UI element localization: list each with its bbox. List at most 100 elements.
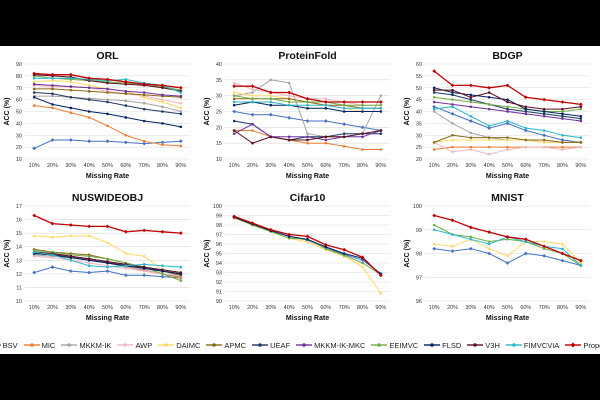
y-tick-label: 45 — [416, 98, 422, 104]
series-bsv — [232, 109, 383, 133]
series-fimvcvia — [432, 105, 583, 139]
data-point — [105, 269, 110, 274]
data-point — [123, 140, 128, 145]
data-point — [487, 126, 492, 131]
data-point — [487, 240, 491, 243]
data-point — [323, 100, 328, 104]
data-point — [469, 136, 473, 139]
data-point — [142, 263, 146, 266]
x-tick-label: 40% — [84, 305, 95, 311]
data-point — [87, 110, 91, 113]
data-point — [305, 96, 310, 101]
data-point — [324, 141, 328, 145]
series-mkkm-ik-mkc — [232, 122, 383, 142]
data-point — [432, 246, 437, 251]
data-point — [360, 100, 365, 104]
y-tick-label: 16 — [16, 218, 22, 224]
data-point — [142, 93, 146, 97]
data-point — [579, 105, 583, 109]
data-point — [361, 261, 364, 265]
data-point — [468, 246, 473, 251]
y-tick-label: 40 — [16, 121, 22, 127]
data-point — [378, 100, 383, 104]
data-point — [161, 110, 164, 113]
data-point — [487, 107, 491, 111]
legend-item-ueaf: UEAF — [252, 341, 290, 350]
data-point — [161, 105, 164, 109]
data-point — [251, 141, 254, 145]
data-point — [506, 145, 509, 149]
y-tick-label: 40 — [216, 62, 222, 68]
data-point — [560, 138, 565, 142]
data-point — [379, 148, 383, 151]
series-v3h — [432, 88, 583, 111]
x-tick-label: 40% — [484, 305, 495, 311]
y-axis-label: ACC (%) — [4, 98, 11, 126]
data-point — [142, 141, 147, 146]
data-point — [487, 85, 492, 90]
y-tick-label: 91 — [216, 290, 222, 296]
x-tick-label: 30% — [65, 163, 76, 169]
data-point — [524, 145, 528, 149]
data-point — [306, 107, 309, 110]
data-point — [524, 138, 528, 142]
data-point — [287, 115, 292, 120]
x-tick-label: 70% — [339, 305, 350, 311]
data-point — [179, 110, 183, 113]
data-point — [250, 221, 255, 225]
legend-swatch — [158, 343, 175, 347]
chart-title: Cifar10 — [290, 192, 326, 204]
data-point — [124, 99, 128, 103]
x-tick-label: 20% — [447, 305, 458, 311]
data-point — [542, 97, 547, 102]
series-flsd — [432, 86, 583, 118]
data-point — [324, 107, 328, 110]
data-point — [506, 138, 509, 142]
data-point — [561, 107, 564, 111]
data-point — [87, 254, 91, 258]
data-point — [51, 256, 54, 259]
series-line — [234, 101, 381, 112]
data-point — [451, 103, 454, 106]
data-point — [561, 117, 564, 120]
series-v3h — [232, 129, 383, 145]
data-point — [432, 213, 437, 218]
data-point — [451, 98, 454, 101]
data-point — [232, 100, 236, 104]
data-point — [542, 129, 546, 132]
data-point — [361, 107, 364, 110]
series-proposed — [32, 71, 183, 90]
data-point — [105, 224, 110, 229]
series-ueaf — [32, 91, 183, 116]
legend-label: FIMVCVIA — [523, 340, 560, 350]
series-line — [33, 214, 181, 234]
legend-swatch — [467, 343, 484, 347]
data-point — [542, 145, 546, 149]
data-point — [523, 237, 528, 242]
y-tick-label: 99 — [216, 214, 222, 220]
series-fimvcvia — [32, 250, 183, 269]
series-proposed — [432, 69, 583, 107]
data-point — [432, 88, 436, 92]
x-tick-label: 40% — [284, 305, 295, 311]
data-point — [69, 88, 73, 92]
x-tick-label: 10% — [29, 163, 40, 169]
data-point — [487, 95, 491, 99]
y-tick-label: 100 — [413, 204, 422, 210]
data-point — [542, 112, 546, 116]
data-point — [268, 227, 273, 232]
data-point — [542, 133, 547, 138]
data-point — [361, 135, 364, 139]
x-tick-label: 60% — [520, 163, 531, 169]
series-bsv — [32, 138, 183, 151]
charts-svg: ORL 10 20 30 40 50 60 70 80 90 10% 20% 30% 40% 50% 60% 7… — [4, 50, 590, 322]
data-point — [579, 264, 583, 267]
y-tick-label: 14 — [16, 245, 22, 251]
x-tick-label: 50% — [102, 163, 113, 169]
data-point — [361, 110, 364, 113]
y-tick-label: 15 — [16, 231, 22, 237]
series-proposed — [232, 214, 383, 278]
legend-label: FLSD — [442, 340, 462, 350]
x-tick-label: 60% — [120, 163, 131, 169]
data-point — [51, 76, 54, 80]
